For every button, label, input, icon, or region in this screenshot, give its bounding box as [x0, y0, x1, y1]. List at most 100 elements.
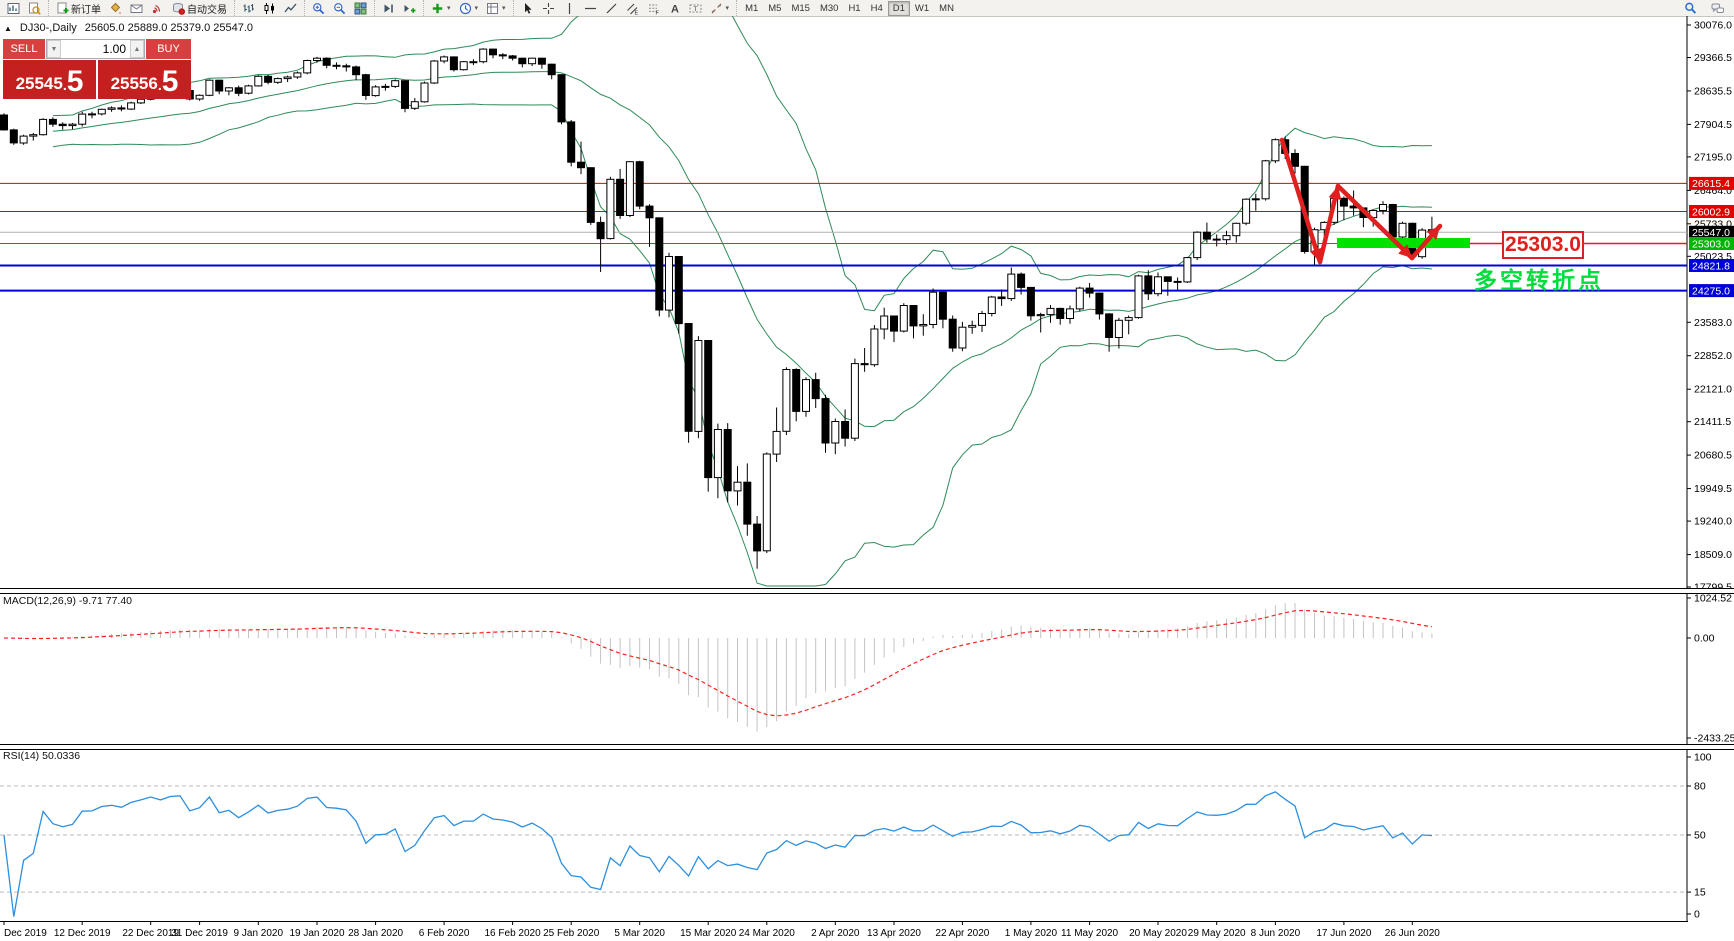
- trendline-button[interactable]: [601, 0, 622, 16]
- new-order-button[interactable]: 新订单: [52, 0, 105, 16]
- date-label: 11 May 2020: [1061, 928, 1119, 939]
- chat-button[interactable]: [1707, 0, 1728, 16]
- price-callout-label[interactable]: 25303.0: [1502, 231, 1584, 259]
- step-forward-button[interactable]: [378, 0, 399, 16]
- toolbar-right-icons: [1680, 0, 1734, 16]
- volume-value[interactable]: 1.00: [102, 42, 126, 56]
- chart-window-icon: [7, 2, 20, 14]
- vline-button[interactable]: [559, 0, 580, 16]
- hline-button[interactable]: [580, 0, 601, 16]
- sell-price[interactable]: 25545. 5: [3, 60, 98, 99]
- turning-point-text[interactable]: 多空转折点: [1474, 267, 1604, 293]
- timeframe-mn-button[interactable]: MN: [939, 2, 954, 14]
- autotrading-button[interactable]: 自动交易: [168, 0, 231, 16]
- toolbar-group-shift: [374, 0, 423, 16]
- collapse-triangle-icon[interactable]: ▲: [4, 23, 12, 33]
- macd-panel[interactable]: 1024.52 0.00 -2433.25: [3, 593, 1734, 745]
- fibonacci-icon: F: [648, 4, 659, 15]
- axis-badge-label: 25547.0: [1692, 227, 1730, 239]
- step-forward-plus-icon: [404, 4, 416, 13]
- fibonacci-button[interactable]: F: [643, 0, 664, 16]
- new-order-icon: [57, 2, 69, 13]
- label-button[interactable]: T: [685, 0, 706, 16]
- timeframe-m30-button[interactable]: M30: [819, 2, 839, 14]
- axis-badge-label: 25303.0: [1692, 238, 1730, 250]
- cursor-button[interactable]: [517, 0, 538, 16]
- channel-button[interactable]: E: [622, 0, 643, 16]
- macd-indicator-label: MACD(12,26,9) -9.71 77.40: [3, 595, 133, 607]
- mailbox-button[interactable]: [126, 0, 147, 16]
- rsi-tick-label: 80: [1694, 781, 1706, 793]
- add-indicator-button[interactable]: ▾: [427, 0, 455, 16]
- shapes-button[interactable]: ▾: [706, 0, 734, 16]
- styles-button[interactable]: [105, 0, 126, 16]
- dropdown-caret-icon[interactable]: ▾: [502, 5, 506, 12]
- zoom-in-button[interactable]: [308, 0, 329, 16]
- data-window-icon: [29, 2, 41, 15]
- timeframe-m5-button[interactable]: M5: [768, 2, 782, 14]
- toolbar-group-trade: 新订单 自动交易: [48, 0, 234, 16]
- volume-increase-button[interactable]: ▲: [130, 40, 144, 58]
- timeframe-h4-button[interactable]: H4: [870, 2, 883, 14]
- templates-button[interactable]: ▾: [482, 0, 510, 16]
- date-label: 15 Mar 2020: [680, 928, 737, 939]
- timeframe-d1-button[interactable]: D1: [887, 0, 910, 16]
- step-forward-plus-button[interactable]: [399, 0, 420, 16]
- line-chart-button[interactable]: [280, 0, 301, 16]
- axis-badge-26002.9: [1689, 205, 1734, 218]
- timeframe-m1-button[interactable]: M1: [745, 2, 759, 14]
- periods-button[interactable]: ▾: [455, 0, 483, 16]
- timeframe-m15-button[interactable]: M15: [791, 2, 810, 14]
- rsi-tick-label: 0: [1694, 909, 1700, 921]
- chart-canvas[interactable]: 30076.029366.528635.527904.527195.026464…: [0, 16, 1734, 941]
- dropdown-caret-icon[interactable]: ▾: [447, 5, 451, 12]
- tile-windows-button[interactable]: [350, 0, 371, 16]
- axis-badge-26615.4: [1689, 176, 1734, 190]
- shapes-icon: [711, 3, 722, 13]
- volume-decrease-button[interactable]: ▼: [47, 40, 61, 58]
- candles-chart-button[interactable]: [259, 0, 280, 16]
- panel-divider-rsi[interactable]: [0, 744, 1734, 750]
- rsi-tick-label: 50: [1694, 830, 1706, 842]
- zoom-out-button[interactable]: [329, 0, 350, 16]
- dropdown-caret-icon[interactable]: ▾: [474, 5, 479, 12]
- date-label: 31 Dec 2019: [171, 928, 228, 939]
- toolbar-group-chart-type: [234, 0, 304, 16]
- signals-icon: [152, 4, 161, 13]
- buy-price[interactable]: 25556. 5: [98, 60, 191, 99]
- volume-field[interactable]: ▼ 1.00 ▲: [46, 39, 145, 59]
- crosshair-button[interactable]: [538, 0, 559, 16]
- trendline-icon: [606, 3, 616, 13]
- bars-chart-button[interactable]: [238, 0, 259, 16]
- panel-divider-macd[interactable]: [0, 588, 1734, 594]
- sell-button[interactable]: SELL: [3, 39, 46, 59]
- chart-window-button[interactable]: [3, 0, 24, 16]
- date-label: Dec 2019: [4, 928, 47, 939]
- search-button[interactable]: [1680, 0, 1701, 16]
- date-label: 22 Apr 2020: [935, 928, 989, 939]
- zigzag-arrows[interactable]: [1279, 137, 1443, 265]
- crosshair-icon: [542, 2, 554, 14]
- price-axis[interactable]: 30076.029366.528635.527904.527195.026464…: [1687, 20, 1734, 594]
- data-window-button[interactable]: [24, 0, 45, 16]
- rsi-line: [3, 791, 1432, 917]
- macd-tick-label: 1024.52: [1694, 593, 1732, 605]
- timeframe-h1-button[interactable]: H1: [848, 2, 861, 14]
- step-forward-icon: [384, 4, 393, 12]
- buy-button[interactable]: BUY: [145, 39, 191, 59]
- symbol-header[interactable]: ▲ DJ30-,Daily 25605.0 25889.0 25379.0 25…: [4, 22, 253, 34]
- one-click-trading-panel: SELL ▼ 1.00 ▲ BUY 25545. 5 25556. 5: [3, 39, 191, 99]
- chat-icon: [1711, 3, 1724, 13]
- green-highlight-bar[interactable]: [1337, 238, 1470, 248]
- rsi-panel[interactable]: 100 80 50 15 0: [0, 752, 1712, 921]
- timeframe-w1-button[interactable]: W1: [914, 2, 930, 14]
- signals-button[interactable]: [147, 0, 168, 16]
- macd-tick-label: -2433.25: [1694, 733, 1734, 745]
- price-tick-label: 27904.5: [1694, 119, 1732, 131]
- svg-text:E: E: [634, 10, 638, 15]
- text-button[interactable]: A: [664, 0, 685, 16]
- dropdown-caret-icon[interactable]: ▾: [725, 5, 730, 12]
- axis-badge-25303.0: [1689, 237, 1734, 250]
